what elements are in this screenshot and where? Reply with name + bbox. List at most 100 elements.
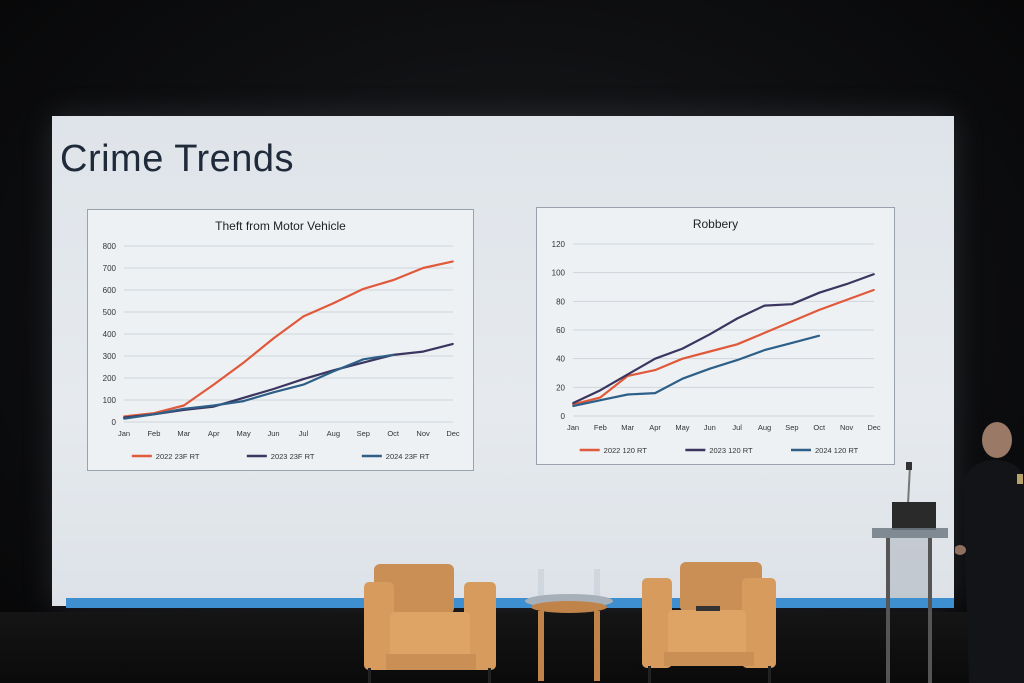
x-tick-label: May	[237, 429, 251, 438]
legend-label: 2022 23F RT	[156, 452, 200, 461]
slide-title: Crime Trends	[60, 138, 295, 180]
y-tick-label: 600	[103, 286, 117, 295]
y-tick-label: 200	[103, 374, 117, 383]
data-point	[736, 359, 739, 361]
data-point	[182, 407, 185, 410]
data-point	[818, 291, 821, 294]
data-point	[182, 404, 185, 407]
x-tick-label: Mar	[621, 423, 634, 432]
data-point	[763, 349, 766, 351]
legend-label: 2024 120 RT	[815, 446, 859, 455]
x-tick-label: Jun	[267, 429, 279, 438]
series-line	[572, 273, 875, 405]
data-point	[212, 383, 215, 386]
data-point	[392, 279, 395, 281]
data-point	[736, 317, 739, 320]
data-point	[302, 383, 305, 386]
legend-label: 2023 23F RT	[271, 452, 315, 461]
data-point	[845, 283, 848, 286]
x-tick-label: Dec	[446, 429, 460, 438]
data-point	[153, 413, 155, 416]
data-point	[873, 273, 875, 275]
data-point	[242, 400, 245, 402]
armchair-left	[364, 564, 496, 683]
x-tick-label: Apr	[649, 423, 661, 432]
series-line	[572, 334, 820, 408]
data-point	[599, 396, 602, 399]
x-tick-label: Nov	[416, 429, 430, 438]
y-tick-label: 120	[552, 240, 566, 249]
data-point	[791, 303, 793, 306]
stage-floor	[0, 612, 1024, 683]
data-point	[763, 304, 766, 307]
data-point	[708, 350, 711, 353]
data-point	[681, 357, 684, 360]
legend-label: 2022 120 RT	[604, 446, 648, 455]
data-point	[572, 405, 574, 407]
y-tick-label: 60	[556, 326, 565, 335]
y-tick-label: 80	[556, 297, 565, 306]
x-tick-label: Apr	[208, 429, 220, 438]
y-tick-label: 0	[561, 412, 566, 421]
data-point	[242, 361, 245, 364]
data-point	[654, 392, 656, 394]
legend-label: 2024 23F RT	[386, 452, 430, 461]
data-point	[626, 393, 629, 396]
y-tick-label: 800	[103, 242, 117, 251]
chart-svg: Theft from Motor Vehicle 0 100 200 300 400 500…	[103, 219, 460, 461]
x-tick-label: Dec	[867, 423, 881, 432]
data-point	[681, 347, 684, 350]
data-point	[845, 299, 848, 301]
x-tick-label: Aug	[758, 423, 771, 432]
data-point	[452, 260, 454, 263]
data-point	[736, 343, 739, 346]
series-line	[123, 260, 454, 418]
chart-theft-from-motor-vehicle: Theft from Motor Vehicle 0 100 200 300 400 500…	[87, 209, 474, 471]
data-point	[302, 378, 305, 380]
y-tick-label: 0	[112, 418, 117, 427]
data-point	[362, 361, 365, 364]
chart-title: Robbery	[693, 217, 738, 231]
side-table	[525, 569, 613, 681]
x-tick-label: Oct	[387, 429, 400, 438]
y-tick-label: 40	[556, 355, 565, 364]
data-point	[572, 402, 574, 404]
x-tick-label: Feb	[147, 429, 160, 438]
data-point	[362, 288, 365, 290]
data-point	[302, 315, 305, 318]
data-point	[272, 391, 275, 394]
data-point	[362, 358, 365, 361]
chart-robbery: Robbery 0 20 40 60 80 100 120 Jan Feb Mar Apr May Jun…	[536, 207, 895, 465]
data-point	[452, 343, 454, 345]
armchair-right	[642, 562, 776, 683]
x-tick-label: Oct	[813, 423, 826, 432]
x-tick-label: Sep	[357, 429, 370, 438]
x-tick-label: Feb	[594, 423, 607, 432]
data-point	[708, 367, 711, 370]
data-point	[791, 320, 793, 323]
data-point	[681, 377, 684, 380]
data-point	[242, 396, 245, 399]
y-tick-label: 100	[103, 396, 117, 405]
series-line	[572, 288, 875, 406]
x-tick-label: Jan	[118, 429, 130, 438]
y-tick-label: 100	[552, 269, 566, 278]
speaker-person	[955, 422, 1024, 683]
data-point	[422, 350, 424, 353]
data-point	[763, 331, 766, 334]
data-point	[332, 370, 335, 373]
series-line	[123, 353, 394, 420]
data-point	[873, 288, 875, 291]
podium	[872, 462, 948, 683]
x-tick-label: Jan	[567, 423, 579, 432]
data-point	[654, 369, 656, 372]
y-tick-label: 500	[103, 308, 117, 317]
data-point	[332, 302, 335, 305]
screen-accent-strip	[66, 598, 954, 608]
data-point	[708, 333, 711, 336]
data-point	[626, 373, 629, 376]
y-tick-label: 700	[103, 264, 117, 273]
x-tick-label: May	[675, 423, 689, 432]
data-point	[392, 354, 395, 356]
data-point	[272, 388, 275, 390]
